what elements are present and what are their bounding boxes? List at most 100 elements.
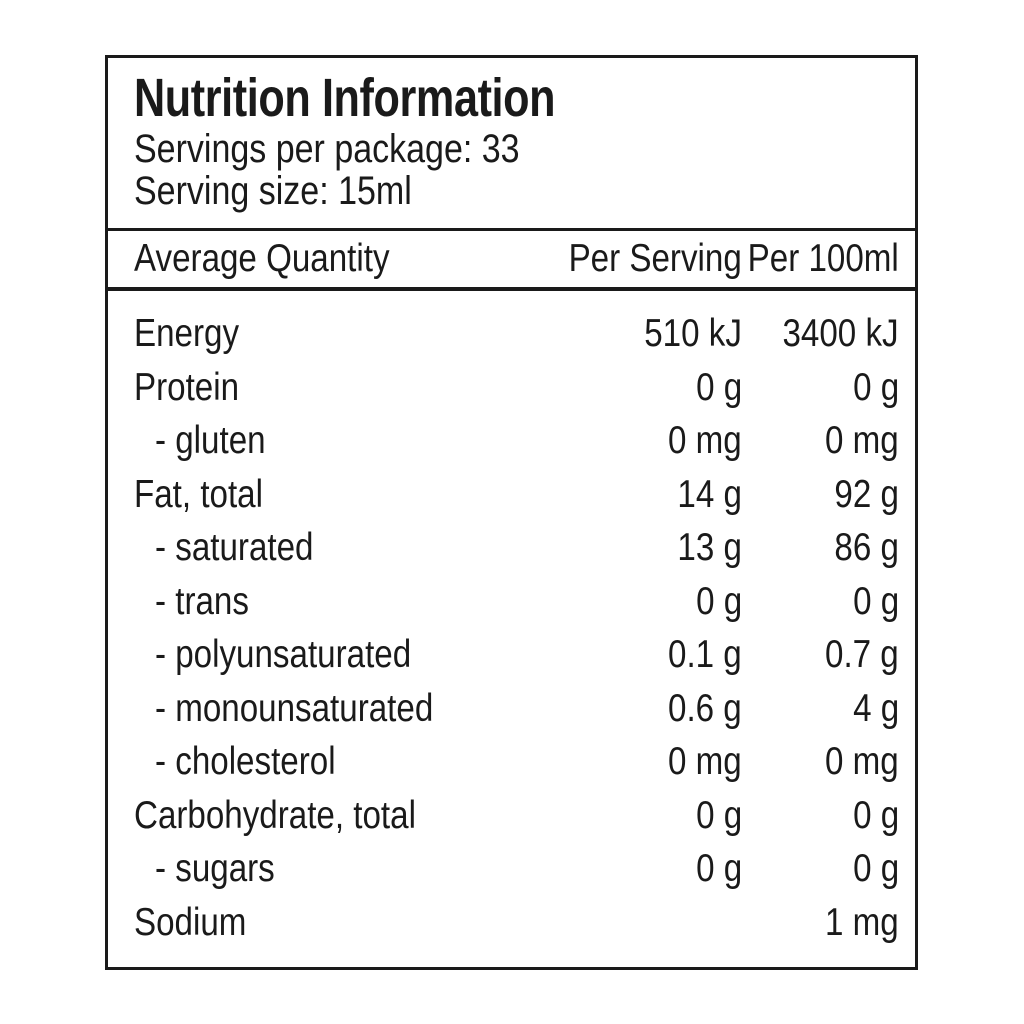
row-per-serving-value: 0 g	[688, 842, 742, 896]
row-per-100ml-value-text: 86 g	[834, 526, 899, 569]
column-header-per-serving: Per Serving	[538, 231, 742, 287]
row-per-100ml-value: 0 g	[845, 842, 899, 896]
row-per-100ml-value: 0 mg	[812, 414, 899, 468]
panel-header: Nutrition Information Servings per packa…	[108, 58, 915, 212]
row-nutrient-name: - saturated	[155, 526, 341, 569]
serving-size: Serving size: 15ml	[134, 170, 899, 212]
nutrition-information-panel: Nutrition Information Servings per packa…	[105, 55, 918, 970]
row-per-100ml-value-text: 0 g	[852, 793, 899, 837]
row-per-100ml-value: 0 g	[845, 575, 899, 629]
table-row: Fat, total 14 g 92 g	[108, 468, 915, 522]
row-per-serving-value: 0.6 g	[655, 682, 742, 736]
row-nutrient-name: - polyunsaturated	[155, 633, 456, 676]
row-per-100ml-value-text: 4 g	[852, 686, 899, 730]
row-per-serving-value: 14 g	[666, 468, 742, 522]
row-per-serving-value: 0 g	[688, 575, 742, 629]
row-per-100ml-value-text: 0 g	[852, 847, 899, 890]
row-nutrient-name-text: - polyunsaturated	[155, 633, 412, 676]
row-nutrient-name-text: - saturated	[155, 526, 314, 569]
row-per-100ml-value-text: 92 g	[834, 472, 899, 516]
row-per-100ml-value: 86 g	[823, 521, 899, 575]
row-per-serving-value-text: 0.1 g	[668, 633, 742, 676]
row-per-serving-value-text: 13 g	[677, 526, 742, 569]
servings-per-package: Servings per package: 33	[134, 128, 899, 170]
row-per-serving-value-text: 0 mg	[668, 740, 742, 783]
table-row: Protein 0 g 0 g	[108, 361, 915, 415]
row-nutrient-name-text: - monounsaturated	[155, 686, 434, 730]
row-per-serving-value: 0 mg	[655, 735, 742, 789]
row-per-100ml-value: 1 mg	[812, 896, 899, 950]
table-row: - polyunsaturated 0.1 g 0.7 g	[108, 628, 915, 682]
panel-title: Nutrition Information	[134, 68, 899, 128]
servings-per-package-text: Servings per package: 33	[134, 127, 520, 171]
row-nutrient-name: Energy	[134, 312, 258, 355]
row-nutrient-name: Carbohydrate, total	[134, 794, 466, 837]
row-nutrient-name-text: Protein	[134, 365, 240, 409]
row-per-100ml-value-text: 3400 kJ	[782, 312, 899, 355]
row-per-100ml-value: 0 g	[845, 361, 899, 415]
row-per-100ml-value-text: 0 g	[852, 579, 899, 623]
row-per-serving-value: 510 kJ	[627, 307, 742, 361]
row-nutrient-name: - trans	[155, 580, 266, 623]
row-nutrient-name: - sugars	[155, 847, 296, 890]
column-header-average-quantity-text: Average Quantity	[134, 237, 390, 280]
row-nutrient-name: - monounsaturated	[155, 687, 482, 730]
row-per-100ml-value: 0.7 g	[812, 628, 899, 682]
row-per-serving-value-text: 510 kJ	[644, 312, 742, 355]
row-per-100ml-value-text: 1 mg	[825, 900, 899, 944]
divider-top	[108, 228, 915, 231]
row-nutrient-name: Sodium	[134, 901, 266, 944]
row-per-100ml-value: 4 g	[845, 682, 899, 736]
column-header-per-100ml-text: Per 100ml	[747, 237, 899, 280]
row-nutrient-name-text: Sodium	[134, 900, 247, 944]
panel-title-text: Nutrition Information	[134, 68, 556, 128]
row-nutrient-name-text: - sugars	[155, 847, 275, 890]
table-header-row: Average Quantity Per Serving Per 100ml	[108, 231, 915, 287]
row-per-100ml-value: 92 g	[823, 468, 899, 522]
table-row: Energy 510 kJ 3400 kJ	[108, 307, 915, 361]
table-row: Sodium 1 mg	[108, 896, 915, 950]
row-per-serving-value: 13 g	[666, 521, 742, 575]
row-per-serving-value-text: 0 g	[695, 365, 742, 409]
row-per-serving-value-text: 14 g	[677, 472, 742, 516]
table-row: - saturated 13 g 86 g	[108, 521, 915, 575]
table-row: - cholesterol 0 mg 0 mg	[108, 735, 915, 789]
row-nutrient-name: - gluten	[155, 419, 285, 462]
row-nutrient-name-text: - trans	[155, 579, 249, 623]
column-header-average-quantity: Average Quantity	[134, 237, 435, 280]
row-per-serving-value: 0 g	[688, 789, 742, 843]
row-per-100ml-value-text: 0 g	[852, 365, 899, 409]
row-per-100ml-value: 0 mg	[812, 735, 899, 789]
row-per-serving-value: 0 g	[688, 361, 742, 415]
row-nutrient-name: Fat, total	[134, 473, 286, 516]
row-nutrient-name: Protein	[134, 366, 258, 409]
column-header-per-100ml: Per 100ml	[721, 231, 899, 287]
table-body: Energy 510 kJ 3400 kJ Protein 0 g 0 g - gluten…	[108, 291, 915, 949]
row-per-100ml-value-text: 0.7 g	[825, 633, 899, 676]
divider-header-bottom	[108, 287, 915, 291]
table-row: - gluten 0 mg 0 mg	[108, 414, 915, 468]
table-row: - trans 0 g 0 g	[108, 575, 915, 629]
row-per-serving-value-text: 0.6 g	[668, 686, 742, 730]
row-nutrient-name: - cholesterol	[155, 740, 367, 783]
row-nutrient-name-text: - cholesterol	[155, 740, 336, 783]
row-per-serving-value-text: 0 mg	[668, 419, 742, 462]
row-nutrient-name-text: Carbohydrate, total	[134, 793, 416, 837]
row-per-100ml-value: 0 g	[845, 789, 899, 843]
row-nutrient-name-text: - gluten	[155, 419, 266, 462]
row-per-100ml-value-text: 0 mg	[825, 740, 899, 783]
row-nutrient-name-text: Fat, total	[134, 472, 263, 516]
serving-size-text: Serving size: 15ml	[134, 169, 412, 213]
row-per-serving-value-text: 0 g	[695, 793, 742, 837]
table-row: - sugars 0 g 0 g	[108, 842, 915, 896]
row-per-serving-value-text: 0 g	[695, 579, 742, 623]
table-row: Carbohydrate, total 0 g 0 g	[108, 789, 915, 843]
row-nutrient-name-text: Energy	[134, 312, 240, 355]
row-per-100ml-value-text: 0 mg	[825, 419, 899, 462]
row-per-serving-value: 0.1 g	[655, 628, 742, 682]
column-header-per-serving-text: Per Serving	[568, 237, 742, 280]
row-per-serving-value: 0 mg	[655, 414, 742, 468]
table-row: - monounsaturated 0.6 g 4 g	[108, 682, 915, 736]
row-per-100ml-value: 3400 kJ	[762, 307, 899, 361]
